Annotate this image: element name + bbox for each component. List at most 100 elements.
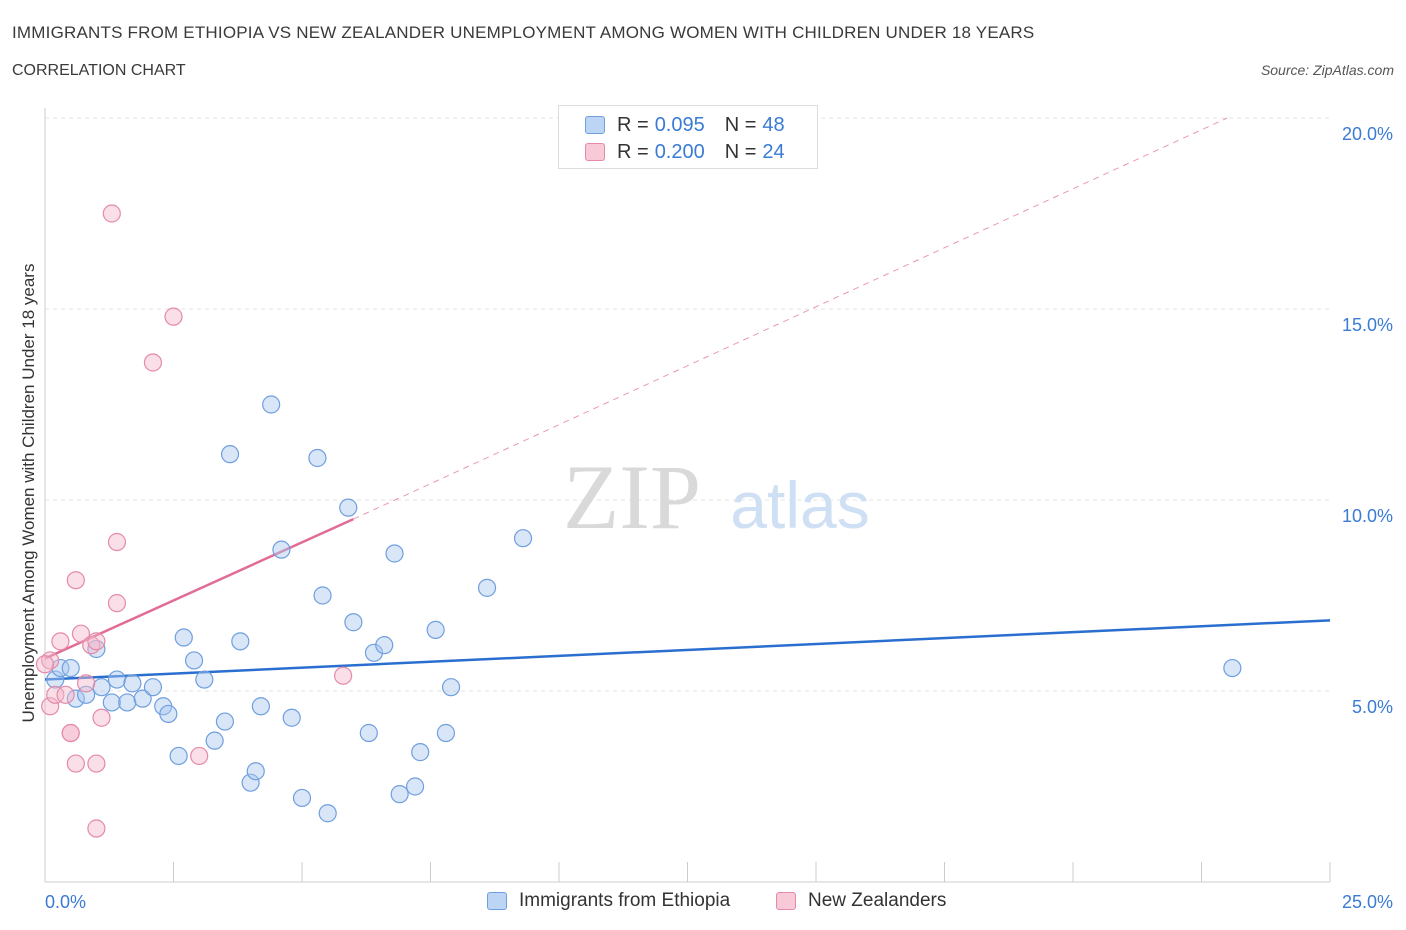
trend-line bbox=[44, 619, 1331, 681]
legend-item-ethiopia: Immigrants from Ethiopia bbox=[487, 890, 730, 912]
point-ethiopia bbox=[308, 448, 327, 468]
point-ethiopia bbox=[436, 723, 456, 743]
point-ethiopia bbox=[174, 628, 193, 647]
point-ethiopia bbox=[1223, 658, 1242, 678]
point-ethiopia bbox=[339, 498, 358, 517]
point-ethiopia bbox=[262, 395, 281, 414]
y-tick-label: 10.0% bbox=[1342, 506, 1393, 526]
point-ethiopia bbox=[92, 678, 111, 697]
watermark-zip: ZIP bbox=[563, 446, 701, 548]
point-nz bbox=[92, 708, 111, 727]
stats-legend-row-nz: R = 0.200 N = 24 bbox=[585, 140, 785, 164]
point-ethiopia bbox=[184, 651, 204, 670]
trend-lines bbox=[44, 117, 1331, 681]
y-tick-label: 20.0% bbox=[1342, 124, 1393, 144]
r-value: 0.095 bbox=[654, 113, 705, 136]
point-ethiopia bbox=[359, 723, 378, 743]
legend-item-nz: New Zealanders bbox=[776, 890, 946, 912]
point-nz bbox=[107, 594, 127, 613]
nz-legend-swatch-icon bbox=[776, 892, 796, 910]
point-ethiopia bbox=[292, 788, 312, 808]
point-ethiopia bbox=[107, 670, 127, 689]
legend-label-nz: New Zealanders bbox=[808, 890, 947, 911]
point-ethiopia bbox=[411, 743, 430, 762]
n-value: 48 bbox=[762, 113, 785, 136]
point-ethiopia bbox=[133, 689, 152, 708]
point-ethiopia bbox=[318, 804, 337, 823]
point-nz bbox=[143, 353, 163, 372]
tick-labels: 5.0% 10.0% 15.0% 20.0% 0.0% 25.0% bbox=[45, 124, 1393, 912]
point-ethiopia bbox=[246, 762, 265, 781]
point-ethiopia bbox=[231, 632, 250, 651]
y-tick-label: 15.0% bbox=[1342, 315, 1393, 335]
point-nz bbox=[334, 666, 353, 685]
point-ethiopia bbox=[51, 658, 70, 678]
point-ethiopia bbox=[61, 658, 80, 678]
nz-swatch-icon bbox=[585, 143, 605, 161]
source-label: Source: ZipAtlas.com bbox=[1260, 62, 1394, 78]
n-value: 24 bbox=[762, 140, 785, 163]
point-nz bbox=[41, 697, 60, 716]
point-ethiopia bbox=[441, 678, 461, 697]
point-ethiopia bbox=[344, 613, 363, 632]
trend-line bbox=[353, 117, 1228, 520]
point-nz bbox=[51, 632, 70, 651]
legend-label-ethiopia: Immigrants from Ethiopia bbox=[519, 890, 731, 911]
n-label: N = bbox=[724, 140, 757, 163]
y-tick-label: 5.0% bbox=[1352, 697, 1393, 717]
point-nz bbox=[61, 723, 80, 743]
point-ethiopia bbox=[390, 785, 409, 804]
point-ethiopia bbox=[195, 670, 214, 689]
point-nz bbox=[56, 685, 75, 704]
y-axis-label: Unemployment Among Women with Children U… bbox=[19, 264, 38, 723]
point-ethiopia bbox=[143, 678, 163, 697]
point-ethiopia bbox=[118, 693, 137, 712]
r-label: R = bbox=[617, 113, 649, 136]
point-nz bbox=[46, 685, 65, 704]
point-ethiopia bbox=[313, 586, 332, 605]
point-ethiopia bbox=[159, 704, 178, 724]
point-ethiopia bbox=[513, 529, 533, 548]
point-nz bbox=[87, 632, 106, 651]
point-ethiopia bbox=[123, 674, 142, 693]
point-nz bbox=[164, 307, 183, 326]
ethiopia-legend-swatch-icon bbox=[487, 892, 507, 910]
x-tick-label: 25.0% bbox=[1342, 892, 1393, 912]
watermark: ZIP atlas bbox=[563, 446, 870, 548]
point-ethiopia bbox=[426, 620, 445, 639]
point-nz bbox=[35, 655, 55, 674]
trend-line bbox=[44, 517, 354, 660]
point-nz bbox=[87, 819, 106, 838]
point-nz bbox=[87, 754, 106, 773]
point-nz bbox=[66, 754, 85, 773]
point-ethiopia bbox=[282, 708, 301, 727]
r-label: R = bbox=[617, 140, 649, 163]
point-ethiopia bbox=[66, 689, 85, 708]
point-ethiopia bbox=[102, 693, 121, 712]
point-nz bbox=[107, 532, 127, 552]
point-ethiopia bbox=[405, 777, 425, 796]
point-ethiopia bbox=[364, 643, 384, 662]
chart-title: IMMIGRANTS FROM ETHIOPIA VS NEW ZEALANDE… bbox=[12, 23, 1035, 42]
n-label: N = bbox=[724, 113, 757, 136]
point-ethiopia bbox=[477, 578, 497, 597]
point-nz bbox=[102, 204, 121, 223]
point-ethiopia bbox=[251, 697, 270, 716]
point-nz bbox=[71, 624, 91, 643]
point-ethiopia bbox=[375, 636, 394, 655]
axes bbox=[44, 108, 1331, 883]
point-ethiopia bbox=[385, 544, 404, 563]
data-points bbox=[35, 204, 1242, 838]
stats-legend: R = 0.095 N = 48 R = 0.200 N = 24 bbox=[558, 105, 818, 169]
stats-legend-row-ethiopia: R = 0.095 N = 48 bbox=[585, 113, 785, 137]
chart-subtitle: CORRELATION CHART bbox=[12, 62, 186, 79]
r-value: 0.200 bbox=[654, 140, 705, 163]
point-ethiopia bbox=[215, 712, 234, 731]
point-ethiopia bbox=[241, 773, 260, 792]
point-ethiopia bbox=[169, 746, 188, 766]
point-nz bbox=[66, 571, 85, 590]
grid-lines bbox=[45, 117, 1330, 692]
x-tick-label: 0.0% bbox=[45, 892, 86, 912]
point-ethiopia bbox=[205, 731, 224, 750]
